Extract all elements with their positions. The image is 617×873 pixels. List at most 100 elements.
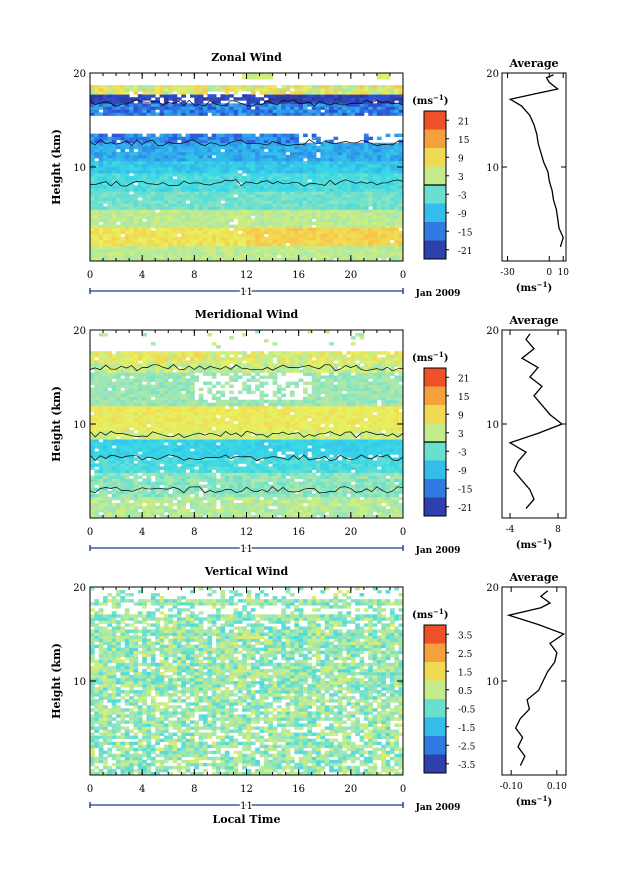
heatmap-cell [324, 230, 330, 235]
heatmap-cell [294, 221, 300, 226]
heatmap-cell [189, 499, 195, 504]
heatmap-cell [129, 469, 134, 473]
heatmap-cell [129, 245, 134, 250]
heatmap-cell [137, 163, 143, 168]
heatmap-cell [268, 85, 273, 89]
heatmap-cell [233, 91, 239, 95]
heatmap-cell [203, 88, 208, 92]
heatmap-cell [250, 254, 256, 259]
heatmap-cell [94, 236, 100, 241]
heatmap-cell [194, 242, 200, 247]
heatmap-cell [142, 487, 147, 492]
heatmap-cell [142, 445, 147, 449]
heatmap-cell [376, 227, 382, 232]
heatmap-cell [111, 257, 117, 262]
heatmap-cell [259, 227, 265, 232]
heatmap-cell [150, 451, 156, 455]
heatmap-cell [242, 185, 247, 189]
heatmap-cell [181, 375, 187, 379]
heatmap-cell [142, 254, 147, 259]
heatmap-cell [255, 97, 260, 101]
heatmap-cell [211, 148, 217, 153]
heatmap-cell [116, 402, 121, 407]
heatmap-cell [224, 254, 230, 259]
heatmap-cell [294, 227, 300, 232]
heatmap-cell [172, 251, 178, 256]
heatmap-cell [250, 239, 256, 244]
heatmap-cell [142, 203, 147, 207]
heatmap-cell [298, 212, 304, 216]
heatmap-cell [137, 230, 143, 235]
heatmap-cell [346, 160, 352, 165]
heatmap-cell [329, 154, 334, 159]
heatmap-cell [333, 160, 339, 165]
heatmap-cell [168, 154, 173, 159]
heatmap-cell [198, 94, 204, 98]
heatmap-cell [159, 496, 165, 501]
heatmap-cell [198, 85, 204, 89]
heatmap-cell [111, 372, 117, 376]
heatmap-cell [176, 445, 182, 449]
heatmap-cell [346, 194, 352, 198]
heatmap-cell [281, 179, 287, 183]
heatmap-cell [207, 257, 213, 262]
heatmap-cell [133, 499, 139, 504]
heatmap-cell [120, 508, 126, 513]
heatmap-cell [242, 212, 247, 216]
heatmap-cell [155, 424, 160, 428]
heatmap-cell [355, 109, 360, 113]
heatmap-cell [211, 221, 217, 226]
heatmap-cell [159, 369, 165, 373]
heatmap-cell [320, 103, 326, 107]
heatmap-cell [90, 215, 95, 219]
heatmap-cell [250, 109, 256, 113]
heatmap-cell [320, 85, 326, 89]
heatmap-cell [103, 384, 108, 389]
heatmap-cell [268, 200, 273, 204]
heatmap-cell [203, 185, 208, 189]
heatmap-cell [168, 142, 173, 147]
heatmap-cell [146, 91, 152, 95]
heatmap-cell [111, 248, 117, 253]
heatmap-cell [168, 218, 173, 222]
heatmap-cell [359, 170, 365, 174]
heatmap-cell [289, 218, 295, 222]
heatmap-cell [129, 148, 134, 153]
profile-x-label-exp: −1 [537, 280, 548, 289]
heatmap-cell [389, 160, 395, 165]
heatmap-cell [320, 142, 326, 147]
heatmap-cell [342, 94, 347, 98]
heatmap-cell [120, 424, 126, 428]
profile-y-tick-label: 10 [486, 163, 499, 174]
heatmap-cell [189, 430, 195, 434]
heatmap-cell [342, 239, 347, 244]
heatmap-cell [316, 191, 321, 195]
heatmap-cell [142, 372, 147, 376]
heatmap-cell [207, 160, 213, 165]
heatmap-cell [189, 194, 195, 198]
heatmap-cell [146, 499, 152, 504]
heatmap-cell [133, 221, 139, 226]
heatmap-cell [272, 176, 278, 180]
heatmap-cell [229, 215, 234, 219]
heatmap-cell [94, 227, 100, 232]
heatmap-cell [298, 91, 304, 95]
heatmap-cell [272, 85, 278, 89]
heatmap-cell [333, 103, 339, 107]
heatmap-cell [242, 106, 247, 110]
heatmap-cell [303, 209, 308, 213]
heatmap-cell [385, 151, 391, 156]
heatmap-cell [385, 218, 391, 222]
heatmap-cell [142, 176, 147, 180]
heatmap-cell [398, 167, 404, 171]
heatmap-cell [316, 103, 321, 107]
heatmap-cell [372, 245, 378, 250]
heatmap-cell [342, 194, 347, 198]
heatmap-cell [94, 167, 100, 171]
heatmap-cell [346, 188, 352, 192]
heatmap-cell [111, 142, 117, 147]
heatmap-cell [107, 139, 113, 144]
heatmap-cell [116, 100, 121, 104]
heatmap-cell [333, 173, 339, 177]
heatmap-cell [333, 163, 339, 168]
